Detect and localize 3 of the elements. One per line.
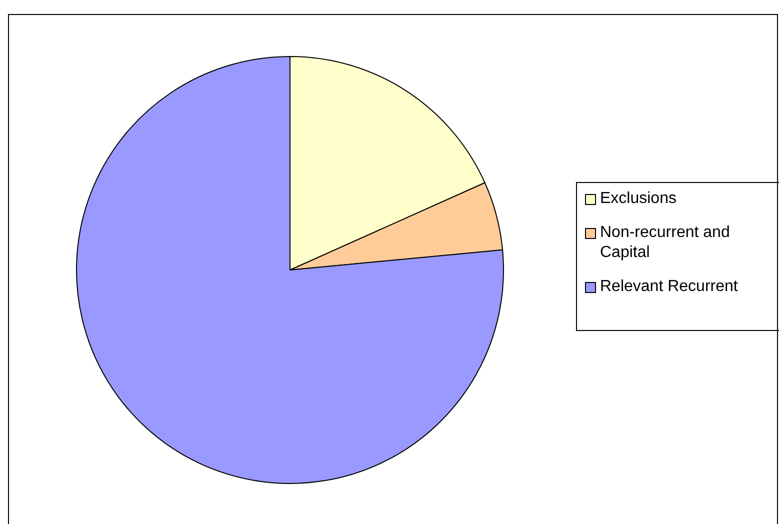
legend-label: Non-recurrent and Capital xyxy=(600,223,731,263)
legend-label: Exclusions xyxy=(600,189,678,209)
legend-label: Relevant Recurrent xyxy=(600,277,739,297)
